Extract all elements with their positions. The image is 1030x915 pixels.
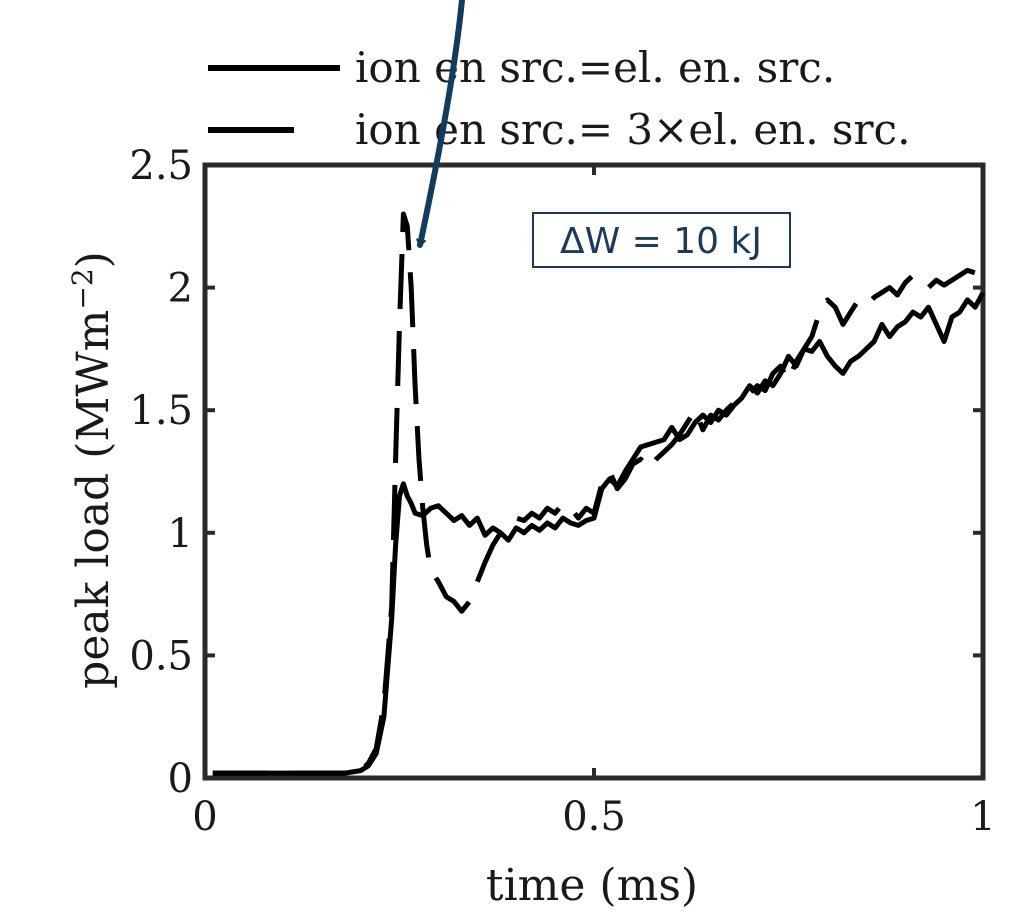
ticks-layer: 0 0.5 1 0 0.5 1 1.5 2 2.5 (129, 143, 995, 840)
series-line-1 (212, 291, 986, 776)
annotation-arrow (416, 0, 465, 248)
y-tick-label-2: 1 (168, 511, 193, 557)
series-layer (212, 211, 986, 776)
y-axis-label-close: ) (68, 251, 119, 268)
y-tick-label-4: 2 (168, 266, 193, 312)
x-tick-label-0: 0 (192, 794, 217, 840)
y-tick-label-5: 2.5 (129, 143, 193, 189)
x-tick-label-2: 1 (970, 794, 995, 840)
y-tick-label-3: 1.5 (129, 388, 193, 434)
legend-label-series-1: ion en src.=el. en. src. (355, 43, 835, 92)
series-line-2 (212, 211, 985, 776)
legend: ion en src.=el. en. src. ion en src.= 3×… (208, 43, 910, 154)
annotation-label: ΔW = 10 kJ (560, 221, 762, 262)
y-tick-label-1: 0.5 (129, 633, 193, 679)
y-axis-label-main: peak load (MWm (68, 310, 119, 689)
y-axis-label-superscript: −2 (66, 268, 99, 309)
x-tick-label-1: 0.5 (562, 794, 626, 840)
annotation-frame (532, 212, 791, 268)
x-axis-label: time (ms) (486, 860, 698, 911)
annotation-box: ΔW = 10 kJ (532, 212, 791, 268)
y-axis-label: peak load (MWm−2) (66, 251, 119, 689)
y-tick-label-0: 0 (168, 756, 193, 802)
